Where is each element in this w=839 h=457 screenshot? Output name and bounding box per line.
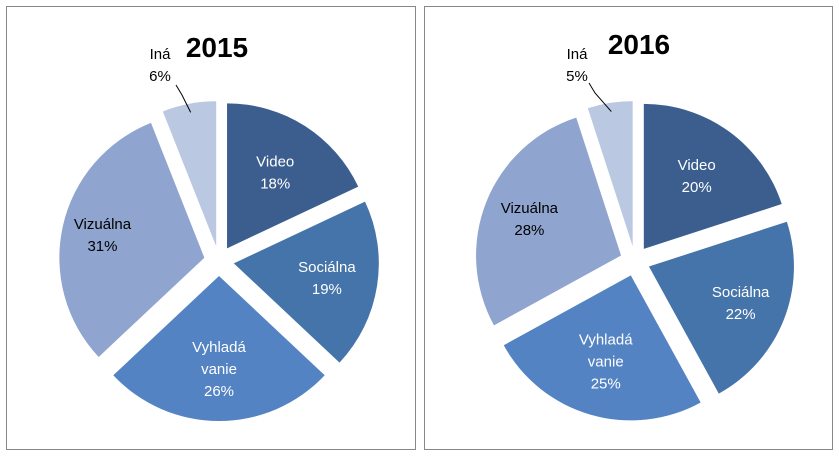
pie-slice-video	[227, 103, 359, 249]
data-label-vyhladavanie: 26%	[204, 383, 234, 400]
leader-line-ina	[175, 84, 192, 113]
slice-label-vyhladavanie: vanie	[201, 361, 237, 378]
pie-slice-ina	[162, 101, 217, 247]
pie-slice-vizualna	[476, 117, 622, 326]
data-label-ina: 6%	[149, 68, 171, 85]
pie-slice-ina	[587, 101, 633, 247]
data-label-socialna: 19%	[312, 281, 342, 298]
data-label-video: 20%	[682, 179, 712, 196]
pie-slice-vyhladavanie	[503, 275, 701, 421]
slice-label-ina: Iná	[567, 46, 589, 63]
chart-title: 2015	[186, 32, 248, 63]
slice-label-vizualna: Vizuálna	[501, 200, 559, 217]
slice-label-vizualna: Vizuálna	[74, 216, 132, 233]
chart-panel-2016: 2016 Video 20% Sociálna 22% Vyhladá vanie 25% Vi…	[424, 6, 833, 450]
leader-line-ina	[588, 82, 612, 112]
slice-label-socialna: Sociálna	[712, 284, 770, 301]
pie-slice-socialna	[233, 201, 379, 363]
slice-label-vyhladavanie: Vyhladá	[192, 339, 246, 356]
pie-chart-2016: 2016 Video 20% Sociálna 22% Vyhladá vanie 25% Vi…	[476, 29, 794, 421]
pie-slice-video	[643, 103, 782, 249]
pie-chart-2015: 2015 Video 18% Sociálna 19% Vyhladá vanie 26% Vi…	[59, 32, 379, 421]
pie-slice-socialna	[648, 221, 794, 394]
data-label-vizualna: 31%	[87, 238, 117, 255]
pie-slice-vyhladavanie	[113, 276, 325, 421]
slice-label-socialna: Sociálna	[298, 259, 356, 276]
chart-panel-2015: 2015 Video 18% Sociálna 19% Vyhladá vanie 26% Vi…	[6, 6, 416, 450]
data-label-vyhladavanie: 25%	[591, 376, 621, 393]
data-label-ina: 5%	[566, 68, 588, 85]
slice-label-ina: Iná	[150, 46, 172, 63]
pie-slice-vizualna	[59, 122, 205, 357]
slice-label-video: Video	[678, 157, 716, 174]
slice-label-vyhladavanie: Vyhladá	[579, 332, 633, 349]
data-label-video: 18%	[260, 175, 290, 192]
chart-title: 2016	[608, 29, 670, 60]
slice-label-video: Video	[256, 153, 294, 170]
data-label-socialna: 22%	[726, 306, 756, 323]
data-label-vizualna: 28%	[514, 222, 544, 239]
slice-label-vyhladavanie: vanie	[588, 354, 624, 371]
